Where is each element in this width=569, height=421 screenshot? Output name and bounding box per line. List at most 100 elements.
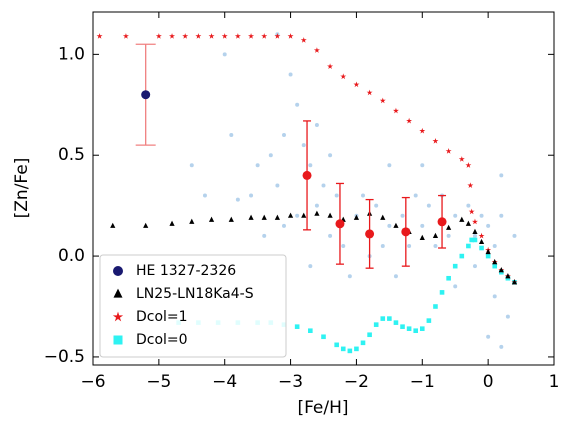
point: [112, 311, 124, 322]
legend-label: Dcol=1: [136, 309, 188, 325]
point: [308, 163, 313, 168]
point: [419, 127, 426, 134]
legend-label: Dcol=0: [136, 332, 188, 348]
point: [228, 216, 234, 222]
point: [446, 275, 451, 281]
point: [182, 33, 189, 39]
point: [208, 33, 215, 39]
point: [321, 183, 326, 188]
point: [453, 213, 458, 218]
point: [419, 234, 425, 240]
point: [465, 220, 471, 226]
point: [353, 81, 360, 88]
point: [294, 324, 300, 329]
point: [373, 322, 379, 327]
point: [287, 33, 294, 39]
point: [479, 213, 484, 218]
point: [492, 263, 498, 269]
point: [202, 193, 207, 198]
point: [445, 148, 452, 154]
point: [478, 232, 485, 239]
point: [426, 203, 431, 208]
point: [367, 332, 372, 338]
point: [302, 170, 312, 180]
point: [261, 214, 267, 220]
point: [472, 264, 477, 269]
x-tick-label: −6: [80, 372, 105, 392]
point: [295, 213, 300, 218]
x-tick-label: −2: [344, 372, 369, 392]
point: [420, 163, 425, 168]
point: [113, 335, 123, 345]
point: [354, 346, 359, 352]
point: [387, 163, 392, 168]
point: [275, 183, 280, 188]
point: [466, 243, 471, 249]
point: [392, 107, 399, 114]
point: [453, 284, 458, 289]
point: [479, 245, 484, 251]
point: [419, 326, 425, 331]
point: [141, 90, 151, 100]
point: [465, 162, 472, 168]
legend-label: HE 1327-2326: [136, 263, 236, 279]
point: [387, 316, 392, 321]
point: [248, 214, 254, 220]
point: [113, 266, 123, 276]
point: [472, 228, 478, 234]
point: [268, 153, 273, 158]
point: [229, 133, 234, 138]
point: [281, 133, 286, 138]
point: [433, 304, 438, 309]
point: [459, 216, 465, 222]
point: [393, 320, 399, 325]
point: [393, 274, 398, 279]
point: [235, 197, 240, 202]
point: [478, 238, 485, 245]
point: [195, 33, 202, 39]
point: [347, 274, 352, 279]
x-tick-label: −5: [146, 372, 171, 392]
point: [169, 33, 175, 39]
point: [505, 273, 511, 279]
y-tick-label: 0.5: [58, 145, 85, 165]
point: [335, 219, 345, 229]
point: [505, 314, 510, 319]
point: [301, 143, 306, 148]
point: [467, 182, 474, 188]
point: [328, 153, 333, 158]
point: [274, 214, 280, 220]
point: [314, 210, 320, 216]
point: [472, 218, 478, 225]
point: [295, 102, 300, 107]
point: [437, 217, 447, 227]
point: [301, 212, 307, 218]
point: [366, 89, 373, 96]
point: [189, 163, 194, 168]
point: [249, 193, 254, 198]
point: [499, 344, 504, 349]
point: [472, 237, 478, 243]
point: [340, 73, 347, 80]
point: [458, 156, 465, 162]
point: [393, 222, 399, 228]
point: [387, 223, 392, 228]
point: [466, 203, 471, 208]
point: [327, 212, 333, 218]
point: [234, 33, 241, 39]
point: [406, 326, 412, 331]
point: [288, 72, 293, 77]
point: [374, 203, 379, 208]
point: [110, 222, 116, 228]
point: [327, 63, 334, 69]
x-axis-label: [Fe/H]: [297, 398, 348, 418]
y-tick-label: 1.0: [58, 44, 85, 64]
point: [222, 52, 227, 57]
point: [426, 318, 432, 323]
legend-label: LN25-LN18Ka4-S: [136, 286, 254, 302]
point: [313, 47, 320, 53]
point: [340, 346, 346, 352]
point: [511, 279, 518, 285]
point: [492, 259, 498, 265]
point: [365, 229, 375, 239]
